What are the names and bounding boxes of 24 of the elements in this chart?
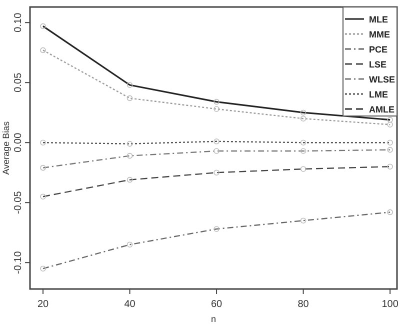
legend-label: LSE <box>369 60 387 70</box>
x-axis-title: n <box>210 314 216 324</box>
point <box>387 122 393 128</box>
point <box>40 47 46 54</box>
x-tick-label: 100 <box>382 299 399 310</box>
point <box>214 106 220 112</box>
x-tick-label: 60 <box>210 299 223 310</box>
legend-label: MLE <box>369 14 388 24</box>
legend-label: LME <box>369 90 388 100</box>
legend-label: PCE <box>369 44 388 54</box>
x-tick-label: 80 <box>298 299 310 310</box>
y-tick-label: 0.10 <box>13 12 24 32</box>
y-tick-label: 0.05 <box>13 72 24 92</box>
y-axis-title: Average Bias <box>1 120 11 175</box>
y-tick-label: 0.00 <box>13 132 24 152</box>
legend-label: AMLE <box>369 104 394 114</box>
point <box>300 116 306 122</box>
y-tick-label: -0.05 <box>13 190 24 214</box>
x-tick-label: 20 <box>37 299 50 310</box>
point <box>126 95 133 102</box>
x-tick-label: 40 <box>124 299 136 310</box>
y-tick-label: -0.10 <box>13 250 24 274</box>
legend-label: WLSE <box>369 74 395 84</box>
legend-label: MME <box>369 30 390 40</box>
